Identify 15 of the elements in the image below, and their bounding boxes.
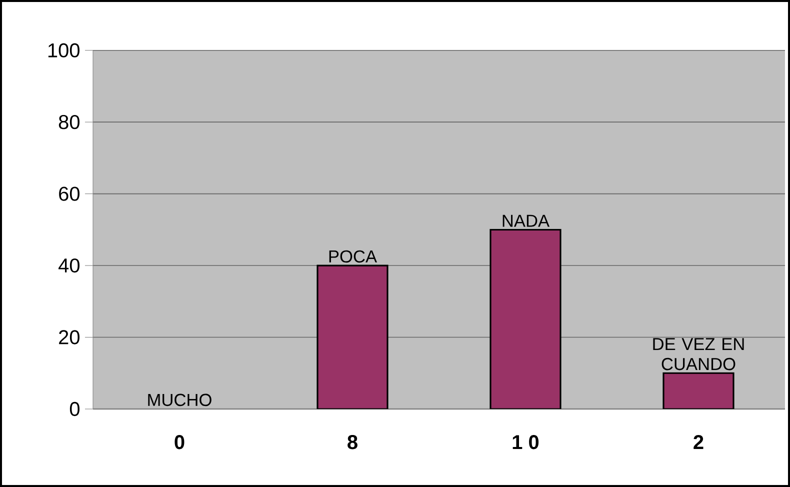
bar (662, 372, 734, 409)
y-tick-label: 20 (59, 330, 80, 344)
y-tick-label: 60 (59, 186, 80, 201)
x-tick-label: 1 0 (512, 435, 539, 450)
x-tick-label: 0 (174, 435, 184, 450)
y-tick-label: 40 (58, 258, 80, 273)
y-tick-label: 100 (48, 43, 80, 58)
y-tick-label: 0 (70, 402, 80, 416)
data-label: NADA (502, 214, 550, 227)
data-label: DE VEZ EN CUANDO (653, 338, 744, 370)
x-tick-label: 8 (348, 435, 358, 450)
y-tick-label: 80 (58, 114, 80, 130)
data-label: POCA (329, 250, 378, 263)
data-label: MUCHO (148, 394, 212, 406)
x-tick-label: 2 (694, 435, 704, 450)
